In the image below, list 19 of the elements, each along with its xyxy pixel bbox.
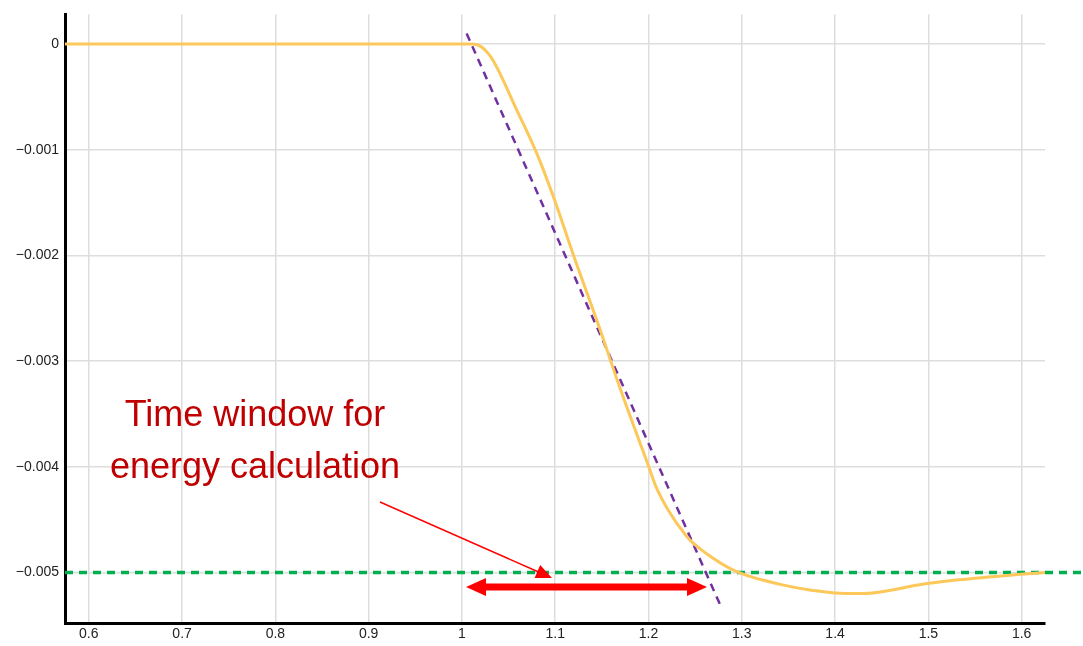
y-tick-label: 0 xyxy=(51,34,60,51)
y-tick-label: −0.002 xyxy=(15,246,60,263)
y-tick-label: −0.003 xyxy=(15,351,60,368)
x-tick-label: 1.2 xyxy=(638,625,659,642)
x-tick-label: 0.8 xyxy=(265,625,286,642)
x-tick-label: 0.9 xyxy=(358,625,379,642)
x-tick-label: 1.4 xyxy=(825,625,846,642)
x-tick-label: 1.1 xyxy=(545,625,566,642)
annotation: Time window for energy calculation xyxy=(108,392,402,488)
x-tick-label: 1.3 xyxy=(732,625,752,642)
x-tick-label: 1.6 xyxy=(1011,625,1032,642)
x-tick-label: 0.6 xyxy=(79,625,99,642)
line-series xyxy=(65,42,1045,596)
y-tick-label: −0.004 xyxy=(15,457,60,474)
y-tick-label: −0.005 xyxy=(15,563,60,580)
y-tick-label: −0.001 xyxy=(15,140,60,157)
x-tick-label: 1.5 xyxy=(918,625,939,642)
x-tick-label: 0.7 xyxy=(172,625,193,642)
x-tick-label: 1 xyxy=(458,625,467,642)
